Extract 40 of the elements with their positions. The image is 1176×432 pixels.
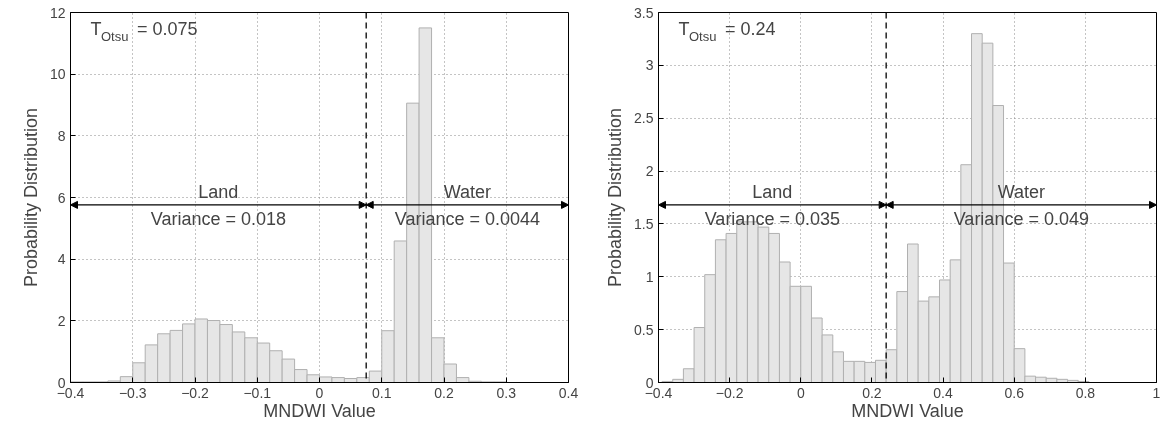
- x-tick-label: 0.2: [434, 384, 454, 401]
- x-tick-label: −0.1: [243, 384, 272, 401]
- annotation: Water: [443, 181, 492, 202]
- annotation: Land: [752, 181, 793, 202]
- annotation: Variance = 0.049: [953, 208, 1089, 229]
- y-tick-label: 12: [49, 4, 66, 21]
- x-tick-label: 0: [796, 384, 805, 401]
- y-tick-label: 1.5: [634, 215, 654, 232]
- annotation: Variance = 0.018: [150, 208, 286, 229]
- annotation: Variance = 0.035: [704, 208, 840, 229]
- x-tick-label: −0.2: [181, 384, 210, 401]
- y-tick-label: 1: [645, 268, 654, 285]
- y-axis-title: Probability Distribution: [605, 107, 626, 288]
- x-tick-label: 0.6: [1004, 384, 1025, 401]
- x-tick-label: 1: [1152, 384, 1161, 401]
- y-tick-label: 2: [57, 312, 66, 329]
- x-tick-label: 0.4: [933, 384, 954, 401]
- x-tick-label: −0.3: [118, 384, 147, 401]
- x-tick-label: 0.1: [372, 384, 392, 401]
- x-tick-label: 0.3: [496, 384, 517, 401]
- y-tick-label: 8: [57, 127, 66, 144]
- x-tick-label: 0.8: [1075, 384, 1096, 401]
- x-axis-title: MNDWI Value: [851, 400, 964, 421]
- x-tick-label: 0.2: [862, 384, 882, 401]
- y-tick-label: 4: [57, 251, 66, 268]
- y-tick-label: 6: [57, 189, 66, 206]
- y-tick-label: 2: [645, 163, 654, 180]
- y-tick-label: 0.5: [634, 321, 654, 338]
- y-tick-label: 3: [645, 57, 654, 74]
- x-tick-label: −0.2: [715, 384, 744, 401]
- y-tick-label: 2.5: [634, 110, 654, 127]
- annotation: Land: [198, 181, 239, 202]
- x-tick-label: 0: [315, 384, 324, 401]
- x-axis-title: MNDWI Value: [263, 400, 376, 421]
- y-tick-label: 3.5: [634, 4, 654, 21]
- y-axis-title: Probability Distribution: [20, 107, 41, 288]
- annotation: Variance = 0.0044: [394, 208, 540, 229]
- annotation: Water: [997, 181, 1045, 202]
- y-tick-label: 10: [49, 66, 66, 83]
- x-tick-label: 0.4: [558, 384, 579, 401]
